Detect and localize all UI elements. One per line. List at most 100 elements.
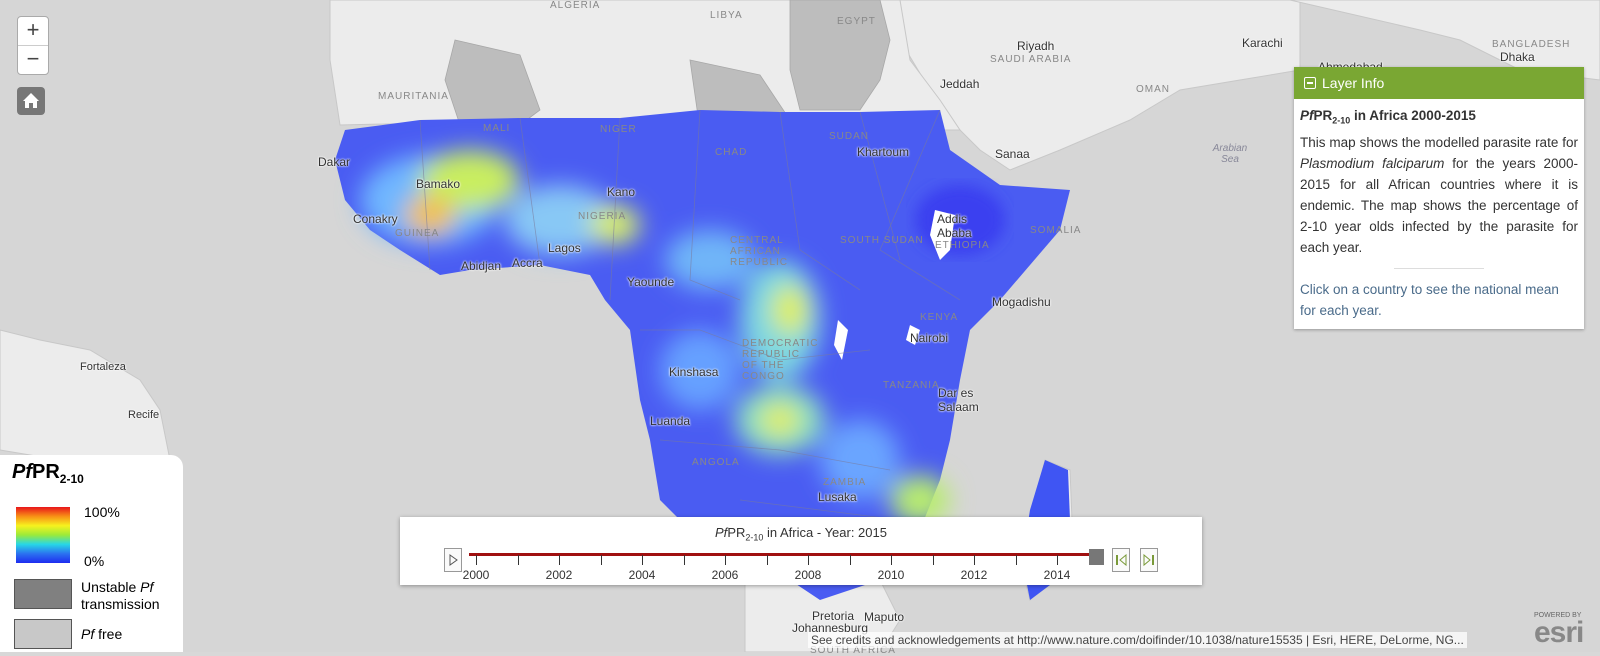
free-pf: Pf — [81, 626, 95, 642]
slider-tick — [849, 555, 851, 565]
legend-title: PfPR2-10 — [12, 461, 84, 486]
region-label: CENTRAL AFRICAN REPUBLIC — [730, 235, 789, 268]
legend-min-label: 0% — [84, 553, 105, 569]
city-label: Lagos — [548, 241, 581, 255]
legend-title-pr: PR — [32, 461, 60, 483]
region-label: NIGERIA — [578, 211, 627, 222]
city-label: Mogadishu — [992, 295, 1051, 309]
region-label: LIBYA — [710, 10, 743, 21]
legend: PfPR2-10 100% 0% Unstable Pf transmission… — [0, 455, 183, 652]
legend-max-label: 100% — [84, 504, 120, 520]
region-label: EGYPT — [837, 16, 876, 27]
region-label: BANGLADESH — [1492, 39, 1571, 50]
city-label: Riyadh — [1017, 39, 1055, 53]
slider-tick — [1057, 555, 1058, 565]
time-slider-track[interactable] — [469, 553, 1091, 556]
city-label: Jeddah — [940, 77, 980, 91]
unstable-pf: Pf — [140, 579, 154, 595]
slider-tick — [932, 555, 934, 565]
zoom-control: + − — [17, 16, 49, 75]
city-label: Dar es Salaam — [938, 386, 979, 414]
layer-info-panel: Layer Info PfPR2-10 in Africa 2000-2015 … — [1294, 67, 1584, 329]
divider — [1394, 267, 1484, 269]
slider-year-label: 2010 — [877, 568, 905, 582]
slider-tick — [974, 555, 975, 565]
city-label: Addis Ababa — [937, 212, 972, 240]
layer-info-click-hint: Click on a country to see the national m… — [1300, 281, 1559, 318]
region-label: SOUTH AFRICA — [810, 645, 896, 656]
slider-tick — [891, 555, 892, 565]
legend-unstable-label: Unstable Pf transmission — [81, 579, 160, 613]
layer-info-header[interactable]: Layer Info — [1294, 67, 1584, 99]
play-icon — [449, 554, 458, 566]
city-label: Luanda — [650, 414, 691, 428]
city-label: Maputo — [864, 610, 905, 624]
region-label: DEMOCRATIC REPUBLIC OF THE CONGO — [742, 338, 819, 382]
region-label: ZAMBIA — [823, 477, 867, 488]
next-icon — [1143, 553, 1154, 567]
region-label: SUDAN — [829, 131, 870, 142]
title-suffix: in Africa 2000-2015 — [1350, 108, 1476, 123]
home-button[interactable] — [17, 87, 45, 115]
slider-year-label: 2004 — [628, 568, 656, 582]
layer-info-description: This map shows the modelled parasite rat… — [1300, 132, 1578, 258]
layer-info-header-label: Layer Info — [1322, 75, 1385, 91]
unstable-text: Unstable — [81, 579, 141, 595]
next-button[interactable] — [1140, 548, 1158, 572]
legend-color-ramp — [16, 507, 70, 563]
city-label: Accra — [512, 256, 543, 270]
previous-button[interactable] — [1112, 548, 1130, 572]
esri-name: esri — [1534, 616, 1584, 649]
legend-free-label: Pf free — [81, 626, 122, 643]
region-label: TANZANIA — [883, 380, 940, 391]
desc-part-2: for the years 2000-2015 for all African … — [1300, 155, 1578, 255]
legend-unstable-swatch — [14, 579, 72, 609]
zoom-out-button[interactable]: − — [18, 45, 48, 74]
zoom-in-button[interactable]: + — [26, 17, 40, 42]
region-label: OMAN — [1136, 84, 1170, 95]
slider-title-pf: Pf — [715, 525, 728, 540]
region-label: MAURITANIA — [378, 91, 449, 102]
play-button[interactable] — [444, 548, 462, 572]
home-icon — [23, 93, 39, 108]
title-sub: 2-10 — [1332, 115, 1351, 126]
slider-year-label: 2002 — [545, 568, 573, 582]
legend-free-swatch — [14, 619, 72, 649]
sea-label: Arabian Sea — [1212, 143, 1248, 165]
time-slider-thumb[interactable] — [1089, 549, 1104, 565]
title-pf: Pf — [1300, 108, 1314, 123]
region-label: KENYA — [920, 312, 959, 323]
city-label: Recife — [128, 409, 160, 421]
city-label: Karachi — [1242, 36, 1283, 50]
collapse-icon[interactable] — [1304, 77, 1316, 89]
city-label: Khartoum — [857, 145, 910, 159]
time-slider-panel: PfPR2-10 in Africa - Year: 2015 — [400, 517, 1202, 585]
slider-tick — [808, 555, 809, 565]
map-credits: See credits and acknowledgements at http… — [808, 632, 1467, 648]
city-label: Pretoria — [812, 609, 855, 623]
slider-year-label: 2008 — [794, 568, 822, 582]
slider-tick — [642, 555, 643, 565]
slider-tick — [683, 555, 685, 565]
region-label: SOUTH SUDAN — [840, 235, 924, 246]
time-slider-title: PfPR2-10 in Africa - Year: 2015 — [400, 525, 1202, 543]
slider-title-pr: PR — [727, 525, 746, 540]
country-borders — [419, 109, 961, 521]
slider-tick — [476, 555, 477, 565]
region-label: MALI — [483, 123, 511, 134]
city-label: Bamako — [416, 177, 461, 191]
slider-tick — [766, 555, 768, 565]
city-label: Dakar — [318, 155, 351, 169]
slider-year-label: 2006 — [711, 568, 739, 582]
region-label: ETHIOPIA — [935, 240, 990, 251]
unstable-text-2: transmission — [81, 596, 160, 612]
city-label: Kano — [607, 185, 636, 199]
city-label: Nairobi — [910, 331, 949, 345]
esri-logo: POWERED BY esri — [1534, 612, 1584, 649]
city-label: Fortaleza — [80, 361, 126, 373]
desc-part-1: This map shows the modelled parasite rat… — [1300, 134, 1578, 150]
city-label: Kinshasa — [669, 365, 719, 379]
slider-title-sub: 2-10 — [745, 532, 764, 543]
slider-tick — [725, 555, 726, 565]
region-label: ANGOLA — [692, 457, 740, 468]
